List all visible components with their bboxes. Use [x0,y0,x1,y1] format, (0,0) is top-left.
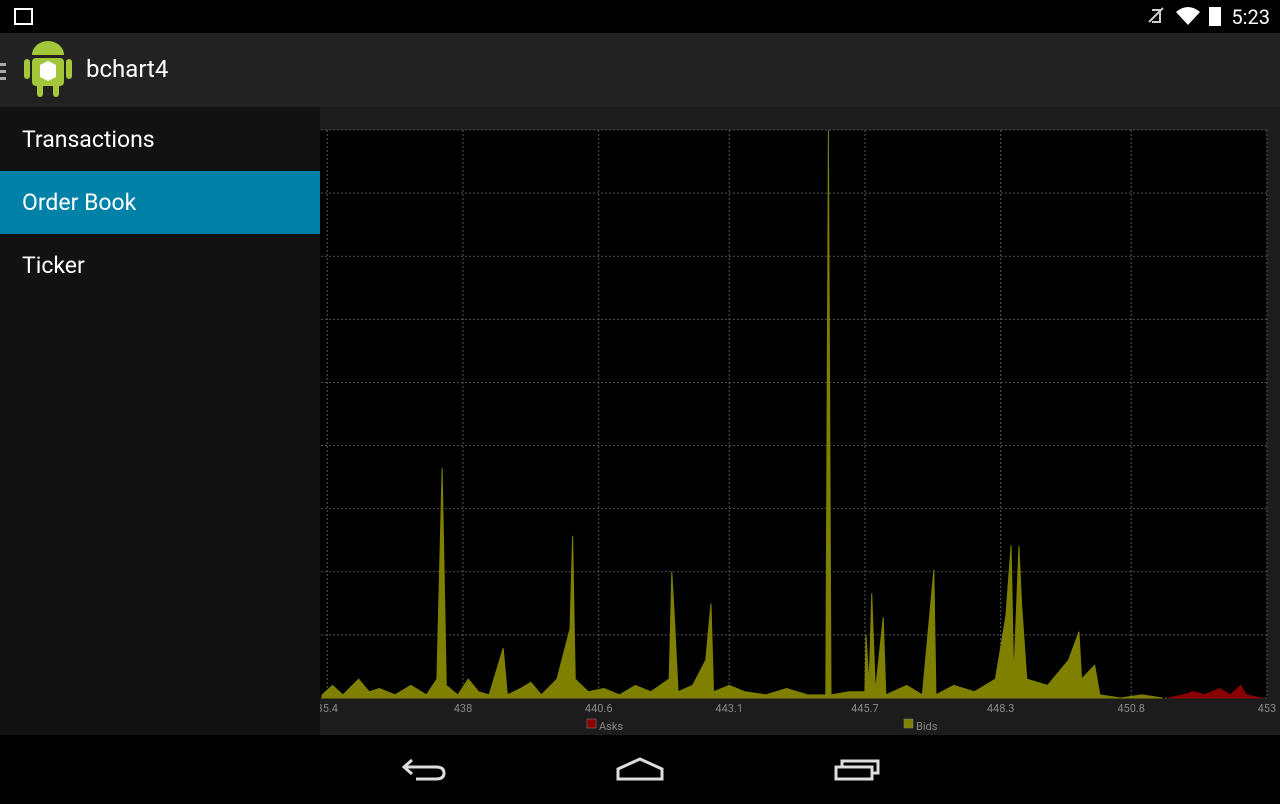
android-arm [66,59,72,79]
order-book-chart: 012345678935.4438440.6443.1445.7448.3450… [303,107,1280,735]
box-icon [40,61,56,81]
app-icon[interactable] [0,33,80,107]
x-tick-label: 448.3 [987,702,1015,715]
x-tick-label: 443.1 [715,702,743,715]
navigation-drawer: Transactions Order Book Ticker [0,107,320,735]
legend-swatch [903,718,914,729]
x-tick-label: 440.6 [585,702,613,715]
wifi-icon [1176,7,1200,25]
menu-indicator [0,63,6,66]
drawer-item[interactable]: Transactions [22,126,155,153]
series-area [321,129,1163,699]
legend-label: Bids [916,720,938,733]
legend-label: Asks [599,720,623,733]
drawer-item[interactable]: Order Book [0,171,320,234]
battery-icon [1209,7,1221,26]
x-tick-label: 438 [454,702,473,715]
x-tick-label: 453 [1258,702,1277,715]
android-arm [24,59,30,79]
x-tick-label: 35.4 [317,702,338,715]
android-leg [37,83,43,97]
nav-buttons [401,757,880,781]
x-tick-label: 445.7 [851,702,879,715]
menu-indicator [0,77,6,80]
clock: 5:23 [1231,5,1270,29]
recents-button[interactable] [834,759,880,781]
gallery-icon [14,8,33,25]
series-area [1167,684,1262,699]
app-title: bchart4 [86,55,169,83]
back-button[interactable] [401,758,446,781]
status-bar: 5:23 [0,0,1280,33]
mute-icon [1148,7,1164,23]
drawer-item[interactable]: Ticker [22,252,85,279]
legend-swatch [586,718,597,729]
plot-area [316,130,1267,698]
android-head [32,41,64,55]
home-button[interactable] [616,757,664,781]
menu-indicator [0,70,6,73]
x-tick-label: 450.8 [1117,702,1145,715]
navigation-bar [0,735,1280,800]
status-icons [14,7,1221,26]
android-leg [53,83,59,97]
action-bar: bchart4 [0,33,1280,107]
